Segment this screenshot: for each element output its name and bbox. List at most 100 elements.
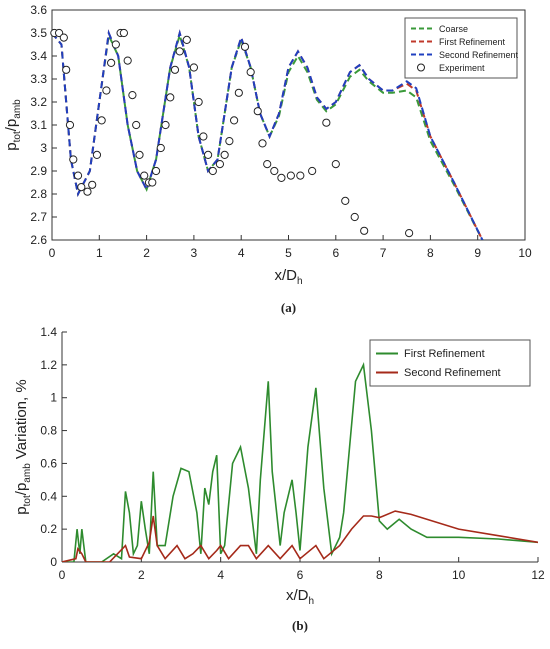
y-tick-label: 3.5 [30, 26, 47, 40]
data-point [170, 65, 180, 74]
data-point [270, 166, 279, 176]
y-tick-label: 2.8 [30, 187, 47, 201]
y-tick-label: 0.4 [40, 489, 57, 503]
y-tick-label: 3.2 [30, 95, 47, 109]
x-tick-label: 4 [217, 568, 224, 582]
data-point [220, 150, 229, 159]
subscript: h [308, 596, 314, 607]
data-point [286, 171, 295, 180]
y-tick-label: 0.2 [40, 522, 57, 536]
y-tick-label: 1 [50, 391, 57, 405]
y-tick-label: 0.6 [40, 456, 57, 470]
x-tick-label: 0 [59, 568, 66, 582]
data-point [148, 178, 157, 187]
data-point [253, 107, 262, 116]
data-point [199, 132, 208, 141]
y-tick-label: 3.3 [30, 72, 47, 86]
data-point [203, 150, 213, 159]
x-tick-label: 4 [238, 246, 245, 260]
data-point [62, 65, 71, 74]
x-tick-label: 1 [96, 246, 103, 260]
label-part: p [3, 142, 20, 150]
subscript: tot [12, 131, 23, 142]
data-point [277, 173, 286, 182]
data-point [360, 226, 369, 235]
data-point [296, 171, 305, 180]
subscript: amb [22, 463, 33, 483]
data-point [194, 97, 203, 107]
data-point [107, 58, 116, 68]
data-point [65, 120, 75, 130]
y-tick-label: 3.4 [30, 49, 47, 63]
data-point [73, 171, 83, 180]
x-tick-label: 2 [143, 246, 150, 260]
x-tick-label: 10 [452, 568, 466, 582]
data-point [92, 150, 102, 159]
data-point [246, 68, 255, 77]
data-point [151, 166, 161, 176]
legend-label: Second Refinement [404, 367, 501, 379]
data-point [102, 86, 111, 95]
data-point [83, 187, 92, 196]
data-point [308, 166, 317, 176]
x-tick-label: 2 [138, 568, 145, 582]
data-point [132, 120, 141, 130]
data-point [263, 160, 272, 169]
x-tick-label: 8 [376, 568, 383, 582]
subscript: h [297, 276, 303, 287]
y-tick-label: 1.4 [40, 325, 57, 339]
y-tick-label: 1.2 [40, 358, 57, 372]
caption: (b) [292, 618, 308, 633]
data-point [331, 160, 340, 169]
data-point [208, 166, 217, 176]
data-point [156, 143, 165, 153]
label-part: x/D [274, 267, 297, 284]
data-point [88, 180, 97, 189]
y-tick-label: 2.7 [30, 210, 47, 224]
label-part: p [13, 506, 30, 514]
legend-label: First Refinement [404, 348, 485, 360]
y-tick-label: 0 [50, 555, 57, 569]
data-point [240, 42, 250, 51]
x-tick-label: 5 [285, 246, 292, 260]
x-axis-label: x/Dh [274, 267, 302, 287]
data-point [77, 183, 86, 192]
x-tick-label: 6 [297, 568, 304, 582]
legend: First Refinement Second Refinement [369, 339, 531, 387]
data-point [230, 116, 239, 125]
subscript: amb [12, 99, 23, 119]
y-tick-label: 0.8 [40, 424, 57, 438]
data-point [175, 47, 184, 56]
y-tick-label: 3 [40, 141, 47, 155]
data-point [97, 116, 106, 125]
data-point [234, 88, 243, 97]
label-part: /p [13, 483, 30, 496]
x-tick-label: 3 [191, 246, 198, 260]
x-tick-label: 12 [531, 568, 545, 582]
x-tick-label: 0 [49, 246, 56, 260]
data-point [189, 63, 198, 72]
label-part: /p [3, 119, 20, 132]
legend-box [369, 339, 531, 387]
data-point [166, 93, 175, 102]
legend-label: First Refinement [439, 37, 506, 47]
y-axis-label: ptot/pamb [3, 99, 23, 151]
legend: Coarse First Refinement Second Refinement E… [404, 17, 519, 79]
data-point [128, 91, 137, 100]
data-point [215, 160, 225, 169]
x-tick-label: 10 [518, 246, 532, 260]
series-line [62, 510, 538, 562]
legend-marker [417, 63, 425, 72]
x-tick-label: 7 [380, 246, 387, 260]
label-part: Variation, % [13, 379, 30, 463]
data-point [350, 212, 359, 222]
series-line [62, 362, 538, 562]
y-axis-label: ptot/pamb Variation, % [13, 379, 33, 514]
data-point [182, 35, 191, 45]
data-point [119, 28, 128, 38]
label-part: x/D [286, 587, 309, 604]
x-axis-label: x/Dh [286, 587, 314, 607]
chart: 0 0.2 0.4 0.6 0.8 1 1.2 1.4 0 2 4 6 8 10 12 x/Dh ptot/pa… [13, 325, 545, 633]
x-tick-label: 9 [474, 246, 481, 260]
